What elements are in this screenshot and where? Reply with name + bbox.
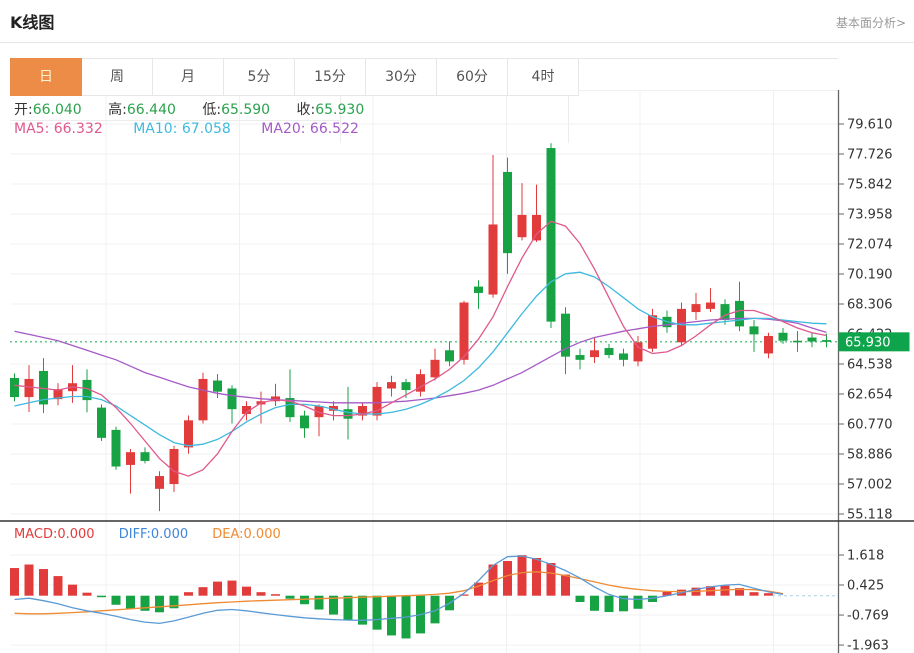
- ohlc-open: 开:66.040: [14, 102, 82, 118]
- svg-text:77.726: 77.726: [847, 148, 893, 163]
- svg-text:0.425: 0.425: [847, 579, 884, 594]
- svg-text:65.930: 65.930: [845, 335, 891, 350]
- svg-text:68.306: 68.306: [847, 298, 893, 313]
- svg-text:1.618: 1.618: [847, 549, 884, 564]
- header-divider: [0, 42, 914, 43]
- macd-value: MACD:0.000: [14, 527, 95, 542]
- page-title: K线图: [10, 13, 55, 32]
- tab-15min[interactable]: 15分: [295, 58, 366, 96]
- ma-legend: MA5: 66.332 MA10: 67.058 MA20: 66.522: [14, 121, 385, 137]
- tab-5min[interactable]: 5分: [224, 58, 295, 96]
- svg-text:75.842: 75.842: [847, 178, 893, 193]
- tab-60min[interactable]: 60分: [437, 58, 508, 96]
- price-gridlines: [10, 123, 838, 515]
- ma5-legend: MA5: 66.332: [14, 121, 103, 137]
- fundamental-analysis-link[interactable]: 基本面分析>: [835, 16, 906, 30]
- candlestick-series: [10, 143, 831, 512]
- svg-text:-1.963: -1.963: [847, 639, 889, 653]
- svg-text:60.770: 60.770: [847, 418, 893, 433]
- ohlc-readout: 开:66.040 高:66.440 低:65.590 收:65.930: [14, 99, 386, 119]
- ohlc-low: 低:65.590: [202, 102, 271, 118]
- vertical-gridlines: [105, 90, 774, 653]
- diff-value: DIFF:0.000: [118, 527, 189, 542]
- svg-text:57.002: 57.002: [847, 478, 893, 493]
- price-axis-labels: 79.610 77.726 75.842 73.958 72.074 70.190 68.3…: [838, 118, 893, 523]
- svg-text:70.190: 70.190: [847, 268, 893, 283]
- ma5-line: [14, 220, 827, 477]
- tab-4hour[interactable]: 4时: [508, 58, 579, 96]
- ma20-line: [14, 317, 827, 404]
- diff-line: [14, 555, 784, 625]
- tab-month[interactable]: 月: [153, 58, 224, 96]
- dea-value: DEA:0.000: [212, 527, 281, 542]
- ma20-legend: MA20: 66.522: [261, 121, 359, 137]
- tab-day[interactable]: 日: [10, 58, 82, 96]
- svg-text:62.654: 62.654: [847, 388, 893, 403]
- macd-axis-labels: 1.618 0.425 -0.769 -1.963: [838, 549, 889, 653]
- ohlc-high: 高:66.440: [108, 102, 176, 118]
- tab-30min[interactable]: 30分: [366, 58, 437, 96]
- svg-text:64.538: 64.538: [847, 358, 893, 373]
- svg-text:55.118: 55.118: [847, 508, 893, 523]
- tab-week[interactable]: 周: [82, 58, 153, 96]
- svg-text:-0.769: -0.769: [847, 609, 889, 624]
- dea-line: [14, 571, 784, 615]
- svg-text:73.958: 73.958: [847, 208, 893, 223]
- macd-legend: MACD:0.000 DIFF:0.000 DEA:0.000: [14, 527, 301, 542]
- svg-text:58.886: 58.886: [847, 448, 893, 463]
- price-badge: 65.930: [838, 332, 910, 352]
- ma10-legend: MA10: 67.058: [133, 121, 231, 137]
- ma10-line: [14, 271, 827, 447]
- ohlc-close: 收:65.930: [296, 102, 365, 118]
- svg-text:79.610: 79.610: [847, 118, 893, 133]
- period-tabbar: 日 周 月 5分 15分 30分 60分 4时: [10, 58, 579, 96]
- svg-text:72.074: 72.074: [847, 238, 893, 253]
